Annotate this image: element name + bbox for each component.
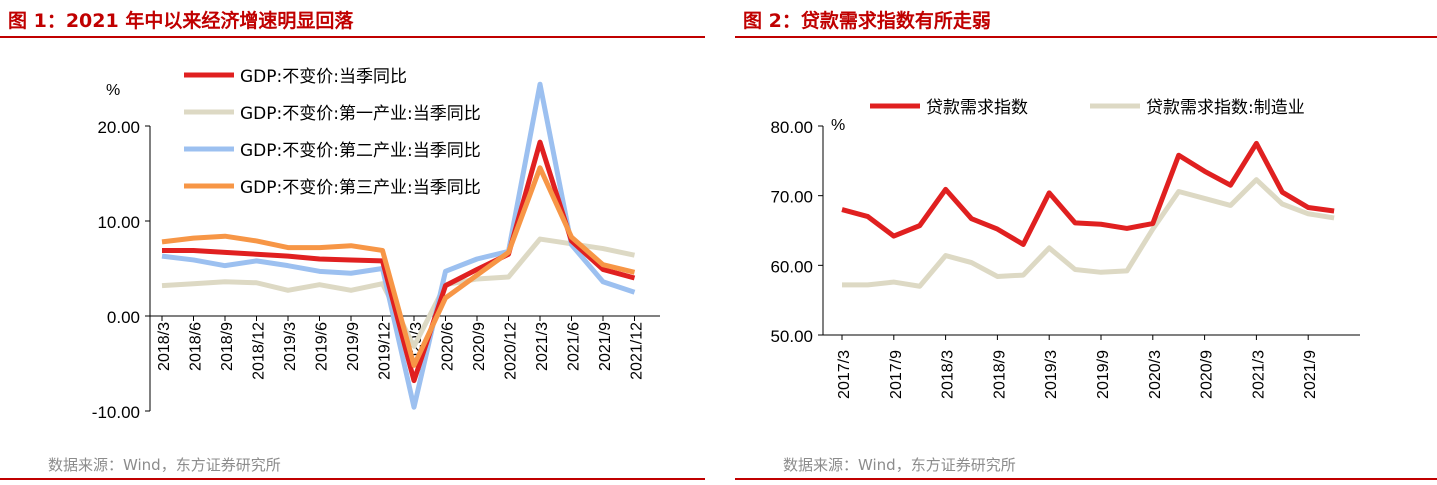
y-tick-label: -10.00 [92,403,140,422]
series-line-3 [161,165,636,368]
x-tick-label: 2019/3 [282,322,299,371]
x-tick-label: 2020/9 [471,322,488,371]
source-note: 数据来源：Wind，东方证券研究所 [48,456,281,474]
x-tick-label: 2021/3 [1250,350,1267,399]
x-tick-label: 2021/12 [629,322,646,380]
legend-label-1: GDP:不变价:第一产业:当季同比 [240,104,481,124]
y-tick-label: 60.00 [770,257,813,276]
series-line-1 [842,177,1335,289]
x-tick-label: 2018/12 [251,322,268,380]
x-tick-label: 2019/6 [314,322,331,371]
y-unit-label: % [106,82,120,99]
x-tick-label: 2019/9 [345,322,362,371]
loan-chart-plot: 80.00 70.00 60.00 50.00% 2017/3 2017/9 2018/3 2… [770,98,1360,399]
x-tick-label: 2018/3 [156,322,173,371]
y-tick-label: 70.00 [770,188,813,207]
legend-label-0: GDP:不变价:当季同比 [240,67,407,87]
y-tick-label: 10.00 [97,213,140,232]
x-tick-label: 2021/3 [534,322,551,371]
x-tick-label: 2020/6 [440,322,457,371]
y-tick-label: 0.00 [107,308,140,327]
x-tick-label: 2019/12 [377,322,394,380]
chart-title: 图 1：2021 年中以来经济增速明显回落 [8,10,354,32]
title-rule [735,36,1437,38]
x-tick-label: 2019/9 [1095,350,1112,399]
chart-panel-gdp: 图 1：2021 年中以来经济增速明显回落 20.00 10.00 0.00 -10.… [0,0,705,485]
x-tick-label: 2021/9 [597,322,614,371]
legend-label-1: 贷款需求指数:制造业 [1146,98,1305,118]
x-tick-label: 2020/3 [1147,350,1164,399]
x-tick-label: 2018/9 [991,350,1008,399]
x-tick-label: 2020/12 [503,322,520,380]
x-tick-label: 2021/9 [1302,350,1319,399]
y-tick-label: 20.00 [97,118,140,137]
bottom-rule [735,478,1437,480]
legend-label-3: GDP:不变价:第三产业:当季同比 [240,178,481,198]
title-rule [0,36,705,38]
chart-panel-loan: 图 2：贷款需求指数有所走弱 80.00 70.00 60.00 50.00% 2017… [735,0,1437,485]
y-unit-label: % [831,117,845,134]
chart-title: 图 2：贷款需求指数有所走弱 [743,10,991,32]
x-tick-label: 2017/9 [888,350,905,399]
legend-label-2: GDP:不变价:第二产业:当季同比 [240,141,481,161]
x-tick-label: 2017/3 [836,350,853,399]
legend-label-0: 贷款需求指数 [926,98,1028,118]
series-line-2 [161,81,636,410]
x-tick-label: 2018/6 [188,322,205,371]
x-tick-label: 2020/9 [1199,350,1216,399]
source-note: 数据来源：Wind，东方证券研究所 [783,456,1016,474]
y-tick-label: 80.00 [770,118,813,137]
series-line-0 [841,140,1335,247]
gdp-chart-plot: 20.00 10.00 0.00 -10.00% 2018/3 2018/6 2018/9 2… [92,67,660,422]
x-tick-label: 2019/3 [1043,350,1060,399]
series-line-0 [162,139,636,384]
bottom-rule [0,478,705,480]
x-tick-label: 2018/9 [219,322,236,371]
x-tick-label: 2021/6 [566,322,583,371]
x-tick-label: 2018/3 [940,350,957,399]
y-tick-label: 50.00 [770,327,813,346]
